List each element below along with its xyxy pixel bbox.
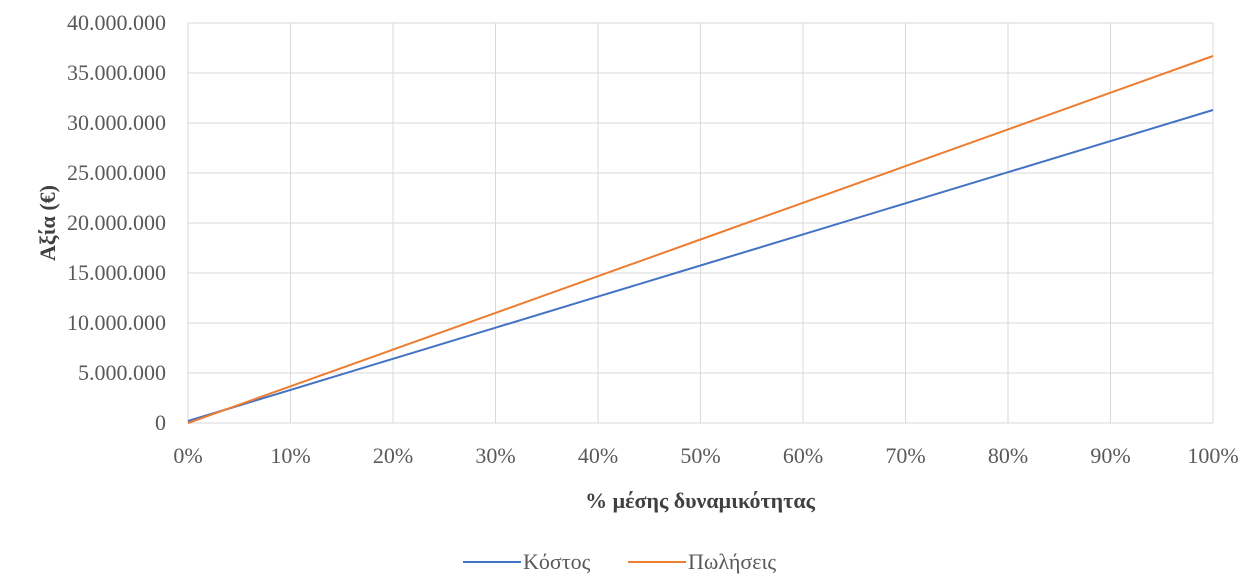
x-axis-tick-labels: 0% 10% 20% 30% 40% 50% 60% 70% 80% 90% 100% [173,443,1238,468]
x-tick-label: 30% [475,443,515,468]
y-tick-label: 20.000.000 [67,210,166,235]
legend-label-poliseis: Πωλήσεις [688,549,776,574]
y-tick-label: 35.000.000 [67,60,166,85]
y-tick-label: 30.000.000 [67,110,166,135]
x-tick-label: 80% [988,443,1028,468]
series-lines [187,55,1214,424]
y-tick-label: 0 [155,410,166,435]
legend: Κόστος Πωλήσεις [463,549,776,574]
x-tick-label: 90% [1090,443,1130,468]
y-tick-label: 25.000.000 [67,160,166,185]
x-tick-label: 100% [1187,443,1238,468]
y-axis-tick-labels: 0 5.000.000 10.000.000 15.000.000 20.000.000… [67,10,166,435]
x-tick-label: 10% [270,443,310,468]
y-axis-title: Αξία (€) [35,185,60,261]
x-tick-label: 0% [173,443,202,468]
x-tick-label: 50% [680,443,720,468]
gridlines [187,22,1214,424]
x-tick-label: 70% [885,443,925,468]
x-tick-label: 60% [783,443,823,468]
y-tick-label: 10.000.000 [67,310,166,335]
series-line-kostos [187,109,1214,422]
legend-label-kostos: Κόστος [523,549,591,574]
x-axis-title: % μέσης δυναμικότητας [585,488,815,513]
series-line-poliseis [187,55,1214,424]
y-tick-label: 5.000.000 [78,360,166,385]
x-tick-label: 20% [373,443,413,468]
x-tick-label: 40% [578,443,618,468]
y-tick-label: 15.000.000 [67,260,166,285]
y-tick-label: 40.000.000 [67,10,166,35]
